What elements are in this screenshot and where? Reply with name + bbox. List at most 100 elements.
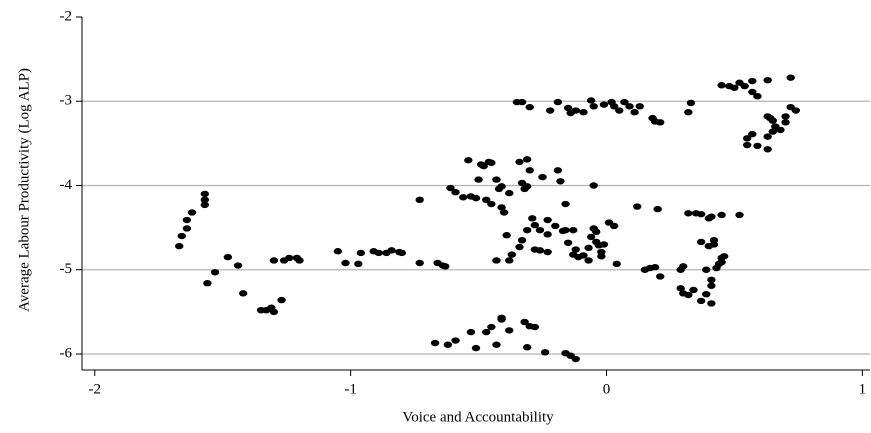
point [517,98,527,106]
point [579,109,588,116]
point [175,242,184,250]
y-axis-label: Average Labour Productivity (Log ALP) [16,68,32,312]
point [584,244,593,252]
y-tick-label: -3 [60,93,73,109]
point [451,189,460,196]
point [689,286,698,294]
y-tick-label: -4 [60,177,73,193]
point [535,226,545,234]
point [415,259,424,267]
point [543,248,552,256]
point [650,264,660,271]
point [471,194,481,202]
point [781,119,790,126]
point [553,98,563,106]
point [753,92,762,100]
point [200,201,210,209]
point [781,113,790,120]
point [505,327,514,334]
point [285,254,294,262]
point [696,238,706,246]
point [730,84,739,91]
point [459,194,468,201]
point [505,189,514,197]
x-axis-label: Voice and Accountability [402,409,554,425]
point [791,107,801,114]
point [702,266,711,273]
point [177,232,186,240]
point [543,216,552,224]
point [538,173,547,181]
point [515,243,524,251]
point [717,211,726,219]
x-tick-label: 0 [603,381,611,397]
point [551,222,560,230]
point [553,167,563,174]
point [766,114,775,122]
point [586,233,596,241]
point [589,182,598,189]
point [742,141,752,149]
point [599,101,609,108]
point [763,76,772,84]
point [356,249,366,257]
point [200,196,210,204]
point [561,226,570,234]
point [707,213,716,220]
point [707,282,716,289]
point [499,209,509,216]
x-tick-label: -2 [89,381,102,397]
point [487,200,496,208]
point [505,257,514,264]
point [656,273,665,280]
point [735,211,744,219]
point [612,260,621,268]
point [748,77,757,85]
point [482,196,491,204]
point [492,341,501,348]
point [464,157,473,164]
point [653,205,662,213]
point [277,296,286,304]
point [522,156,532,163]
point [563,239,573,246]
point [709,237,719,244]
point [341,259,350,267]
point [742,135,752,142]
point [210,269,220,276]
point [599,241,609,248]
point [487,323,496,331]
point [269,257,279,264]
point [520,318,529,326]
point [684,210,693,217]
point [522,183,532,190]
point [569,226,578,234]
y-tick-label: -6 [60,345,73,361]
y-tick-label: -5 [60,261,73,277]
point [203,280,212,287]
point [233,262,243,269]
point [223,253,233,261]
point [620,98,629,106]
point [269,308,279,316]
point [609,103,619,110]
point [740,82,749,90]
point [656,119,665,126]
point [561,200,570,208]
point [717,82,726,89]
point [497,316,506,323]
point [530,323,540,331]
point [492,257,501,264]
point [702,290,711,298]
x-tick-label: -1 [344,381,357,397]
point [515,158,524,166]
point [540,349,550,356]
point [387,247,396,254]
point [528,215,537,222]
point [545,107,555,114]
point [522,344,532,351]
point [354,260,363,268]
point [430,339,440,347]
